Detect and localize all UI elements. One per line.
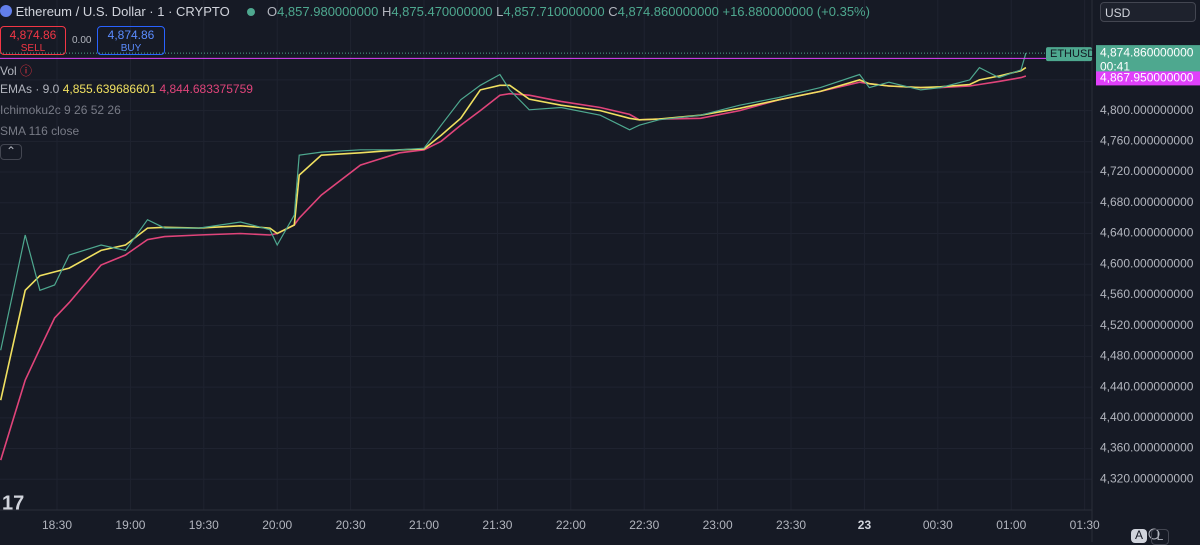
y-tick-label: 4,480.000000000 [1100, 349, 1194, 363]
y-tick-label: 4,640.000000000 [1100, 226, 1194, 240]
ohlc-value: 4,875.470000000 [391, 4, 493, 19]
sell-price: 4,874.86 [9, 28, 57, 42]
collapse-button[interactable]: ⌃ [0, 144, 22, 160]
ema-tag-box [1096, 71, 1200, 86]
last-price-label: 4,874.860000000 [1100, 45, 1194, 59]
currency-select[interactable]: USD [1100, 2, 1196, 22]
x-tick-label: 20:30 [336, 518, 366, 532]
ohlc-label: C [608, 4, 618, 19]
ohlc-value: 4,857.710000000 [503, 4, 605, 19]
countdown: 00:41 [1100, 59, 1130, 73]
indicator-row: SMA 116 close [0, 124, 79, 138]
symbol-tag-box [1046, 47, 1092, 62]
indicator-name: Vol [0, 64, 17, 78]
sell-label: SELL [20, 43, 46, 54]
ema-tag-label: 4,867.950000000 [1100, 71, 1194, 85]
x-tick-label: 21:00 [409, 518, 439, 532]
ohlc-value: 4,857.980000000 [277, 4, 379, 19]
log-button[interactable]: L [1151, 529, 1169, 545]
ohlc-label: O [266, 4, 278, 19]
y-tick-label: 4,800.000000000 [1100, 103, 1194, 117]
x-tick-label: 22:00 [556, 518, 586, 532]
ohlc-label: H [381, 4, 392, 19]
buy-label: BUY [120, 43, 142, 54]
y-tick-label: 4,600.000000000 [1100, 256, 1194, 270]
coin-icon [0, 5, 12, 17]
indicator-name: Ichimoku2c 9 26 52 26 [0, 103, 121, 117]
y-tick-label: 4,520.000000000 [1100, 318, 1194, 332]
symbol-title: Ethereum / U.S. Dollar · 1 · CRYPTO [15, 4, 230, 19]
indicator-value: 4,855.639686601 [62, 82, 157, 96]
buy-button[interactable]: 4,874.86 BUY [97, 26, 165, 55]
y-tick-label: 4,680.000000000 [1100, 195, 1194, 209]
y-tick-label: 4,720.000000000 [1100, 164, 1194, 178]
series-line [0, 66, 1027, 401]
change: +16.880000000 (+0.35%) [722, 4, 870, 19]
indicator-row: EMAs · 9.0 4,855.639686601 4,844.6833757… [0, 82, 253, 96]
x-tick-label: 20:00 [262, 518, 292, 532]
indicator-name: EMAs · 9.0 [0, 82, 60, 96]
x-tick-label: 01:30 [1070, 518, 1100, 532]
y-tick-label: 4,400.000000000 [1100, 410, 1194, 424]
spread: 0.00 [72, 35, 92, 46]
x-tick-label: 23:30 [776, 518, 806, 532]
indicator-row: Ichimoku2c 9 26 52 26 [0, 103, 121, 117]
x-tick-label: 21:30 [482, 518, 512, 532]
symbol-header: Ethereum / U.S. Dollar · 1 · CRYPTO O4,8… [0, 4, 870, 19]
ohlc-label: L [496, 4, 504, 19]
auto-button[interactable]: A [1131, 529, 1147, 543]
buy-price: 4,874.86 [107, 28, 155, 42]
indicator-row: Vol ⓘ [0, 62, 32, 79]
symbol-tag: ETHUSD [1050, 48, 1095, 60]
indicator-name: SMA 116 close [0, 124, 80, 138]
x-tick-label: 22:30 [629, 518, 659, 532]
y-tick-label: 4,360.000000000 [1100, 441, 1194, 455]
x-tick-label: 19:00 [115, 518, 145, 532]
indicator-value: 4,844.683375759 [159, 82, 253, 96]
x-tick-label: 01:00 [996, 518, 1026, 532]
y-tick-label: 4,320.000000000 [1100, 471, 1194, 485]
x-tick-label: 23 [858, 518, 872, 532]
y-tick-label: 4,440.000000000 [1100, 379, 1194, 393]
status-dot [247, 8, 256, 16]
logo: 17 [2, 492, 24, 514]
x-tick-label: 00:30 [923, 518, 953, 532]
warning-icon: ⓘ [20, 64, 33, 78]
y-tick-label: 4,560.000000000 [1100, 287, 1194, 301]
y-tick-label: 4,760.000000000 [1100, 133, 1194, 147]
x-tick-label: 18:30 [42, 518, 72, 532]
x-tick-label: 19:30 [189, 518, 219, 532]
sell-button[interactable]: 4,874.86 SELL [0, 26, 66, 55]
ohlc-value: 4,874.860000000 [617, 4, 719, 19]
series-line [0, 52, 1027, 351]
last-price-box [1096, 45, 1200, 76]
x-tick-label: 23:00 [703, 518, 733, 532]
